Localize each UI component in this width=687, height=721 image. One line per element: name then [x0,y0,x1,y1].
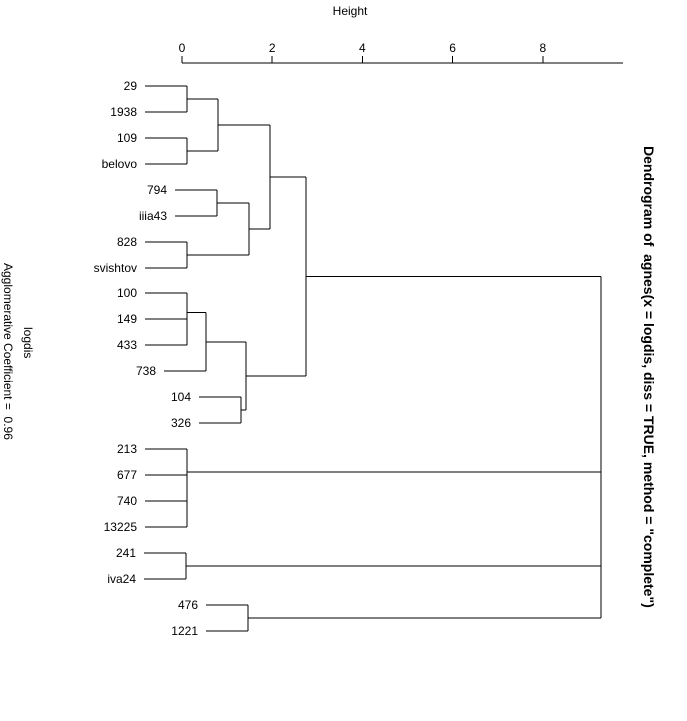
subtitle-agglomerative-coefficient: Agglomerative Coefficient = 0.96 [1,262,15,440]
leaf-label-iva24: iva24 [107,572,136,586]
leaf-label-433: 433 [117,338,137,352]
axis-tick-label: 2 [269,41,276,55]
leaf-label-828: 828 [117,235,137,249]
leaf-label-109: 109 [117,131,137,145]
leaf-label-326: 326 [171,416,191,430]
dendrogram-figure: 0 2 4 6 8 29 1938 109 belovo 794 iiia43 828 svishtov… [1,4,657,638]
leaf-label-1221: 1221 [171,624,198,638]
leaf-label-149: 149 [117,312,137,326]
leaf-label-677: 677 [117,468,137,482]
leaf-label-13225: 13225 [104,520,138,534]
leaf-label-738: 738 [136,364,156,378]
leaf-label-213: 213 [117,442,137,456]
leaf-label-241: 241 [116,546,136,560]
axis-title-height: Height [332,4,368,18]
axis-tick-label: 0 [179,41,186,55]
leaf-label-1938: 1938 [110,105,137,119]
plot-title: Dendrogram of agnes(x = logdis, diss = T… [641,146,657,608]
leaf-label-svishtov: svishtov [94,261,137,275]
leaf-label-740: 740 [117,494,137,508]
leaf-label-100: 100 [117,286,137,300]
leaf-label-794: 794 [147,183,167,197]
leaf-label-476: 476 [178,598,198,612]
axis-tick-label: 8 [539,41,546,55]
leaf-label-iiia43: iiia43 [139,209,167,223]
leaf-label-104: 104 [171,390,191,404]
axis-tick-label: 4 [359,41,366,55]
leaf-label-29: 29 [124,79,138,93]
x-axis-label-logdis: logdis [21,327,35,359]
axis-tick-label: 6 [449,41,456,55]
leaf-label-belovo: belovo [102,157,138,171]
